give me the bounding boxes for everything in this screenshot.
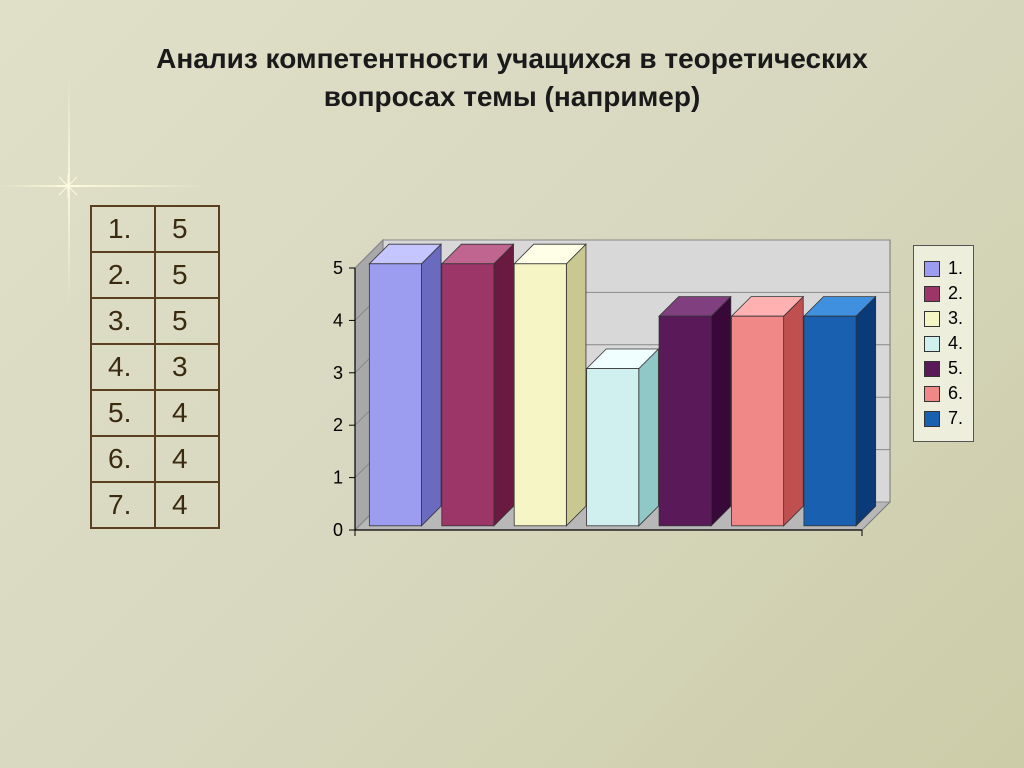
table-row: 5.4 <box>91 390 219 436</box>
table-cell-label: 5. <box>91 390 155 436</box>
chart-legend: 1. 2. 3. 4. 5. 6. 7. <box>913 245 974 442</box>
table-cell-value: 5 <box>155 298 219 344</box>
legend-item: 4. <box>924 333 963 354</box>
table-cell-label: 3. <box>91 298 155 344</box>
legend-item: 6. <box>924 383 963 404</box>
svg-text:2: 2 <box>333 415 343 435</box>
svg-text:3: 3 <box>333 363 343 383</box>
legend-label: 1. <box>948 258 963 279</box>
svg-text:4: 4 <box>333 310 343 330</box>
legend-swatch <box>924 336 940 352</box>
table-cell-value: 4 <box>155 482 219 528</box>
legend-item: 2. <box>924 283 963 304</box>
legend-item: 7. <box>924 408 963 429</box>
legend-label: 2. <box>948 283 963 304</box>
legend-item: 5. <box>924 358 963 379</box>
table-cell-value: 3 <box>155 344 219 390</box>
legend-label: 4. <box>948 333 963 354</box>
table-cell-label: 4. <box>91 344 155 390</box>
table-cell-value: 5 <box>155 252 219 298</box>
legend-label: 7. <box>948 408 963 429</box>
svg-text:0: 0 <box>333 520 343 540</box>
table-cell-value: 4 <box>155 390 219 436</box>
legend-swatch <box>924 386 940 402</box>
table-row: 6.4 <box>91 436 219 482</box>
table-row: 2.5 <box>91 252 219 298</box>
table-row: 7.4 <box>91 482 219 528</box>
legend-label: 5. <box>948 358 963 379</box>
bar-chart-3d: 0 1 2 3 4 5 <box>300 230 900 560</box>
table-cell-label: 1. <box>91 206 155 252</box>
legend-swatch <box>924 311 940 327</box>
table-cell-label: 2. <box>91 252 155 298</box>
title-line-1: Анализ компетентности учащихся в теорети… <box>156 43 868 74</box>
page-title: Анализ компетентности учащихся в теорети… <box>0 40 1024 116</box>
legend-item: 1. <box>924 258 963 279</box>
slide: Анализ компетентности учащихся в теорети… <box>0 0 1024 768</box>
table-cell-label: 6. <box>91 436 155 482</box>
legend-item: 3. <box>924 308 963 329</box>
decorative-line-horizontal <box>0 185 1024 187</box>
legend-swatch <box>924 411 940 427</box>
legend-label: 6. <box>948 383 963 404</box>
table-cell-value: 4 <box>155 436 219 482</box>
svg-text:5: 5 <box>333 258 343 278</box>
legend-swatch <box>924 286 940 302</box>
legend-label: 3. <box>948 308 963 329</box>
table-cell-value: 5 <box>155 206 219 252</box>
title-line-2: вопросах темы (например) <box>324 81 701 112</box>
table-cell-label: 7. <box>91 482 155 528</box>
decorative-star-icon <box>56 174 80 198</box>
table-row: 4.3 <box>91 344 219 390</box>
table-row: 3.5 <box>91 298 219 344</box>
legend-swatch <box>924 361 940 377</box>
data-table: 1.52.53.54.35.46.47.4 <box>90 205 220 529</box>
table-row: 1.5 <box>91 206 219 252</box>
svg-text:1: 1 <box>333 468 343 488</box>
legend-swatch <box>924 261 940 277</box>
